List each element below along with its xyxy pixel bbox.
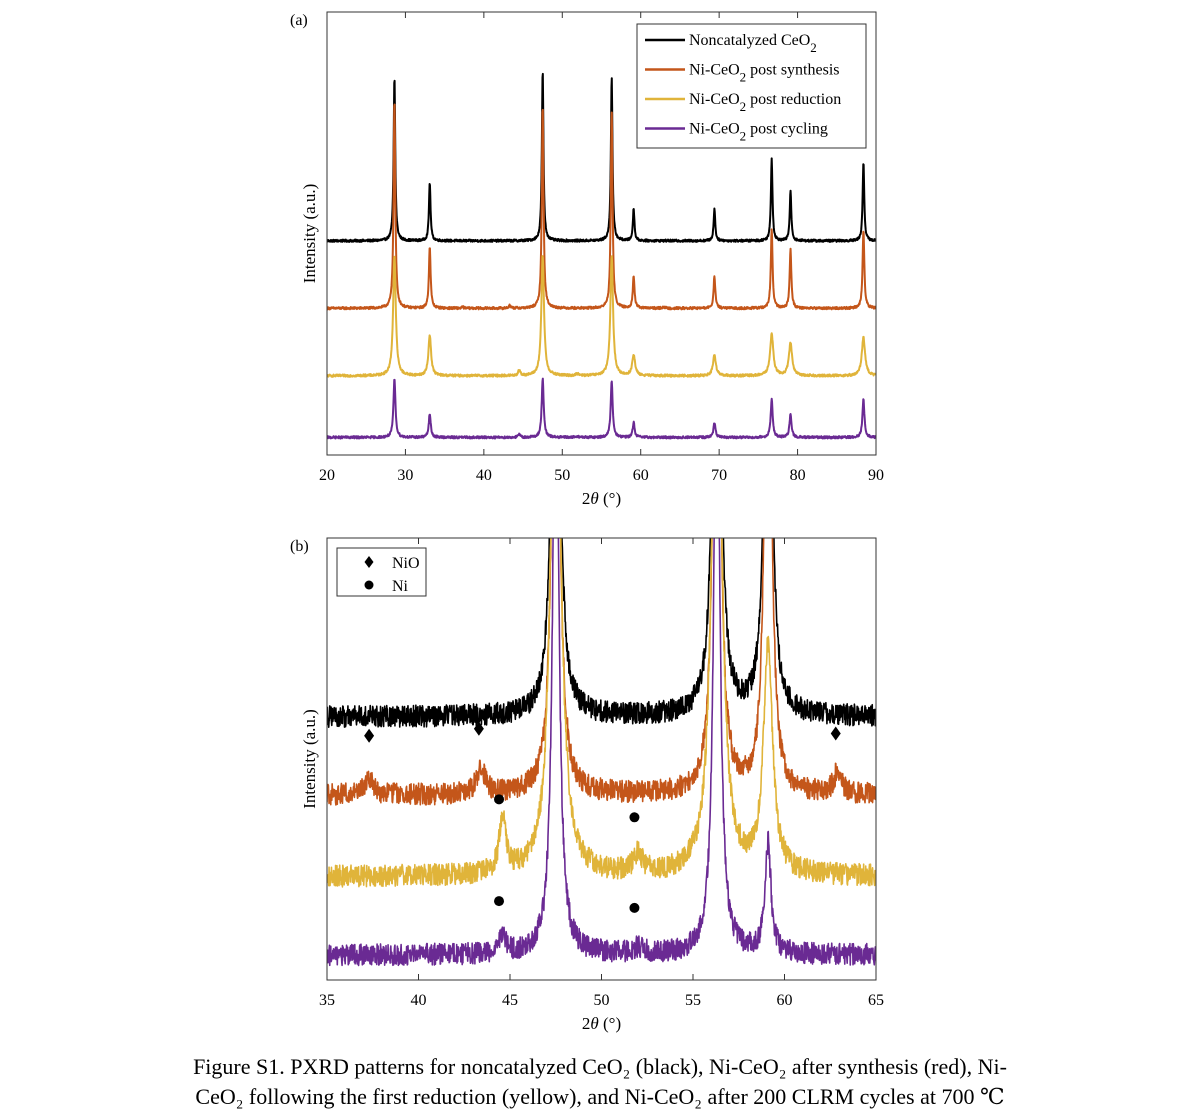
nio-marker-1: [364, 728, 375, 743]
x-tick-label: 45: [502, 992, 518, 1009]
series-group: [327, 538, 876, 967]
ni-marker-6: [494, 896, 505, 907]
figure-caption: Figure S1. PXRD patterns for noncatalyze…: [60, 1052, 1140, 1112]
y-axis-label: Intensity (a.u.): [300, 709, 319, 809]
legend: Noncatalyzed CeO2 Ni-CeO2 post synthesis N…: [636, 23, 867, 149]
legend-diamond-marker: [364, 556, 374, 568]
chart-panel-b: 35 40 45 50 55 60 65 2θ (°) Intensity (a.u.) (b) N…: [290, 537, 884, 1033]
x-tick-label: 30: [397, 467, 413, 484]
nio-marker-2: [473, 721, 484, 736]
nio-marker-3: [830, 726, 841, 741]
panel-label: (a): [290, 12, 308, 29]
axes-frame: [326, 537, 877, 981]
series-line-2: [327, 103, 876, 311]
x-tick-label: 60: [633, 467, 649, 484]
legend: NiO Ni: [336, 547, 427, 597]
legend-label-1: Noncatalyzed CeO2: [689, 32, 817, 55]
legend-label-4: Ni-CeO2 post cycling: [689, 121, 828, 144]
series-group: [327, 72, 876, 440]
x-tick-label: 60: [777, 992, 793, 1009]
series-line-4: [327, 538, 876, 967]
chart-panel-a: 20 30 40 50 60 70 80 90 2θ (°) Intensity (a.u.) (a…: [290, 11, 884, 508]
series-line-3: [327, 255, 876, 378]
series-line-1: [327, 538, 876, 728]
ni-marker-5: [629, 812, 640, 823]
x-axis-label: 2θ (°): [582, 1014, 621, 1033]
y-axis-label: Intensity (a.u.): [300, 184, 319, 284]
x-tick-label: 50: [554, 467, 570, 484]
legend-box: [636, 23, 867, 149]
x-tick-label: 40: [411, 992, 427, 1009]
legend-circle-marker: [364, 580, 374, 590]
x-axis-label: 2θ (°): [582, 489, 621, 508]
series-line-1: [327, 72, 876, 243]
legend-label-1: NiO: [392, 555, 420, 572]
ni-marker-4: [494, 794, 505, 805]
panel-label: (b): [290, 538, 309, 555]
x-tick-label: 70: [711, 467, 727, 484]
legend-label-2: Ni-CeO2 post synthesis: [689, 62, 840, 85]
x-tick-label: 40: [476, 467, 492, 484]
caption-line-1: Figure S1. PXRD patterns for noncatalyze…: [193, 1054, 1007, 1079]
x-tick-label: 50: [594, 992, 610, 1009]
legend-label-3: Ni-CeO2 post reduction: [689, 91, 841, 114]
x-tick-label: 20: [319, 467, 335, 484]
x-tick-label: 80: [790, 467, 806, 484]
caption-line-2: CeO₂ following the first reduction (yell…: [195, 1084, 1005, 1109]
series-line-3: [327, 538, 876, 888]
series-line-2: [327, 538, 876, 806]
series-line-4: [327, 377, 876, 440]
legend-label-2: Ni: [392, 578, 409, 595]
legend-box: [336, 547, 427, 597]
ni-marker-7: [629, 902, 640, 913]
axes-frame: [326, 11, 877, 456]
x-tick-label: 55: [685, 992, 701, 1009]
x-tick-label: 90: [868, 467, 884, 484]
x-tick-label: 65: [868, 992, 884, 1009]
x-tick-label: 35: [319, 992, 335, 1009]
